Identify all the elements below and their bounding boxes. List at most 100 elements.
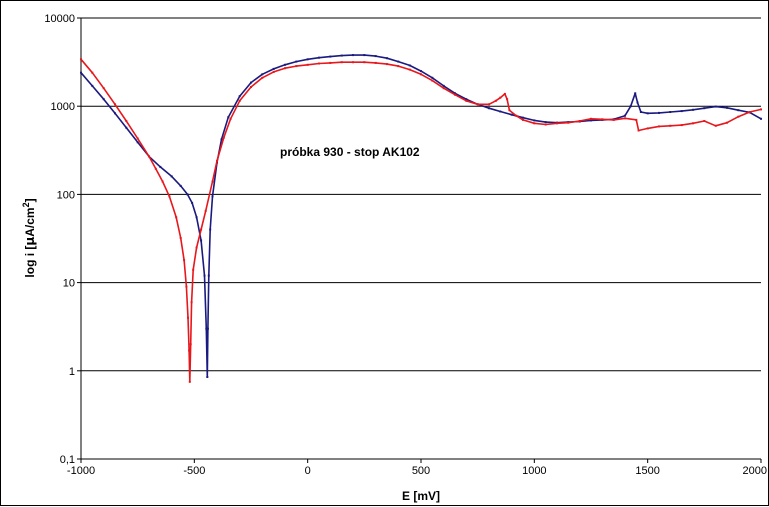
- data-point: [206, 376, 209, 378]
- data-point: [261, 76, 264, 79]
- data-point: [272, 70, 275, 73]
- data-point: [125, 120, 128, 122]
- data-point: [295, 60, 298, 63]
- data-point: [465, 98, 468, 101]
- data-point: [238, 95, 241, 98]
- data-point: [284, 67, 286, 70]
- data-point: [397, 60, 400, 63]
- data-point: [318, 62, 320, 65]
- data-point: [488, 107, 490, 110]
- data-point: [760, 108, 762, 111]
- data-point: [692, 108, 694, 111]
- data-point: [220, 138, 223, 141]
- data-point: [703, 107, 706, 110]
- x-tick-label: -500: [183, 465, 205, 477]
- data-point: [624, 117, 626, 120]
- data-point: [91, 84, 94, 87]
- data-point: [408, 64, 411, 67]
- data-point: [624, 114, 626, 117]
- data-point: [544, 123, 547, 126]
- data-point: [284, 63, 286, 66]
- data-point: [136, 137, 139, 140]
- y-tick-label: 100: [57, 189, 75, 201]
- data-point: [187, 316, 189, 319]
- y-axis-title: log i [μA/cm2]: [21, 198, 37, 277]
- data-point: [506, 98, 509, 101]
- data-point: [216, 159, 218, 162]
- data-point: [503, 92, 506, 95]
- data-point: [658, 111, 660, 114]
- x-tick-label: 0: [305, 465, 311, 477]
- y-tick-label: 1: [69, 366, 75, 378]
- data-point: [148, 155, 150, 158]
- data-point: [185, 285, 188, 288]
- data-point: [515, 114, 518, 117]
- data-point: [636, 101, 639, 104]
- data-point: [646, 127, 649, 130]
- data-point: [714, 124, 717, 127]
- data-point: [154, 167, 157, 170]
- x-axis-title: E [mV]: [402, 489, 440, 503]
- data-point: [229, 117, 232, 120]
- data-point: [420, 73, 422, 76]
- data-point: [295, 65, 298, 68]
- data-point: [329, 55, 332, 58]
- data-point: [80, 71, 82, 74]
- data-point: [522, 116, 524, 119]
- data-point: [533, 122, 536, 125]
- data-point: [261, 73, 264, 76]
- data-point: [179, 184, 182, 187]
- data-series: [80, 54, 762, 383]
- data-point: [639, 111, 642, 113]
- data-point: [522, 118, 524, 121]
- data-point: [408, 68, 411, 71]
- data-point: [637, 129, 640, 132]
- data-point: [207, 274, 210, 277]
- data-point: [737, 115, 740, 118]
- x-tick-label: 1000: [522, 465, 546, 477]
- data-point: [363, 54, 366, 57]
- data-point: [211, 195, 214, 198]
- data-point: [726, 106, 728, 109]
- data-point: [179, 237, 182, 239]
- data-point: [306, 63, 309, 66]
- data-point: [125, 126, 128, 129]
- x-tick-labels: -1000 -500 0 500 1000 1500 2000: [67, 465, 767, 477]
- plot-area: [81, 18, 761, 459]
- data-point: [488, 103, 490, 106]
- data-point: [442, 84, 445, 87]
- data-point: [306, 58, 309, 61]
- data-point: [590, 119, 592, 122]
- data-point: [442, 87, 445, 90]
- data-point: [80, 58, 82, 61]
- data-point: [590, 117, 592, 120]
- data-point: [191, 201, 194, 204]
- series-points-2: [80, 58, 762, 383]
- data-point: [760, 117, 762, 120]
- data-point: [669, 111, 672, 113]
- data-point: [499, 110, 502, 113]
- data-point: [91, 71, 94, 74]
- data-point: [195, 216, 198, 219]
- data-point: [431, 79, 434, 82]
- data-point: [190, 301, 193, 304]
- data-point: [183, 259, 186, 262]
- data-point: [189, 343, 192, 346]
- data-point: [192, 268, 195, 271]
- data-point: [114, 103, 116, 106]
- data-point: [329, 61, 332, 64]
- data-point: [114, 112, 116, 115]
- data-point: [136, 141, 139, 144]
- data-point: [250, 81, 252, 84]
- data-point: [195, 246, 198, 249]
- data-point: [494, 99, 497, 102]
- data-point: [188, 349, 191, 352]
- data-point: [159, 165, 162, 168]
- data-point: [102, 98, 105, 101]
- data-point: [646, 112, 649, 115]
- data-point: [476, 103, 479, 106]
- y-axis-title-suffix: ]: [23, 198, 37, 202]
- data-point: [222, 136, 225, 139]
